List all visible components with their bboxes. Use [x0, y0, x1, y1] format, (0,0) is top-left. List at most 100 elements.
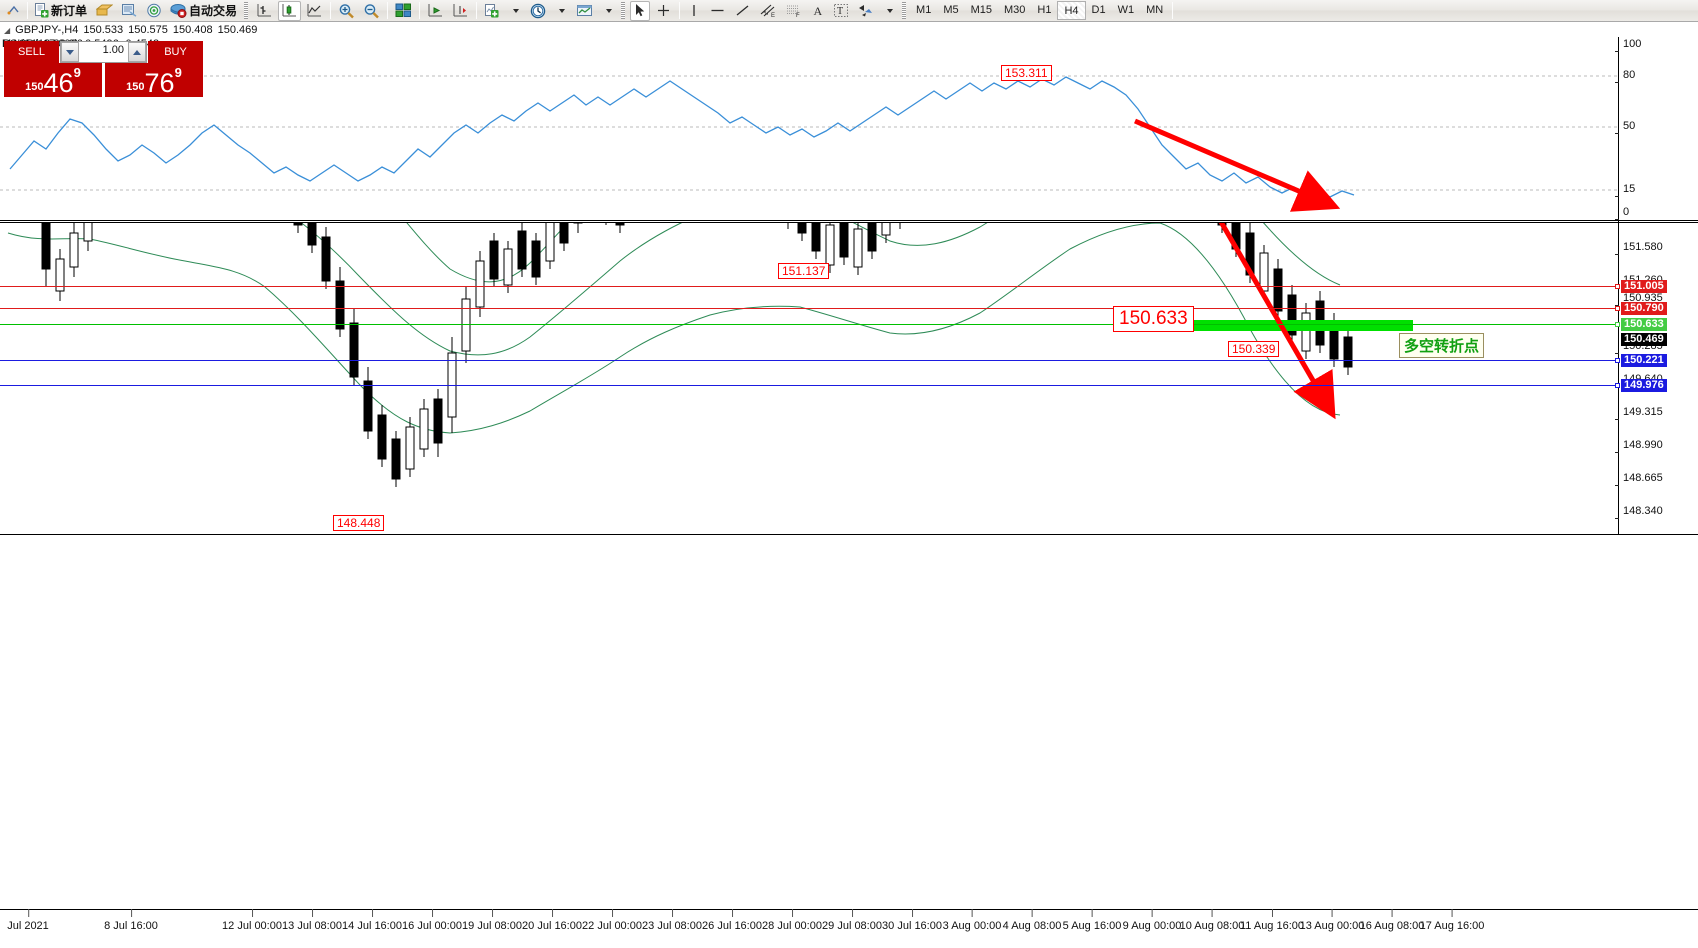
line-chart-icon[interactable]: [303, 1, 326, 21]
time-tick: 29 Jul 08:00: [822, 909, 882, 932]
annotation-150633[interactable]: 150.633: [1113, 306, 1194, 332]
horizontal-line-icon[interactable]: [706, 1, 729, 21]
buy-price-display[interactable]: 150 76 9: [105, 63, 203, 97]
time-tick: 17 Aug 16:00: [1419, 909, 1485, 932]
sell-price-fraction: 9: [73, 65, 81, 80]
timeframe-mn[interactable]: MN: [1146, 4, 1164, 16]
annotation-148448[interactable]: 148.448: [333, 515, 385, 531]
toolbar-divider-7: [1172, 2, 1174, 19]
svg-text:A: A: [814, 4, 823, 18]
timeframe-h1[interactable]: H1: [1037, 4, 1052, 16]
new-order-button[interactable]: 新订单: [32, 1, 91, 21]
arrows-dropdown-caret[interactable]: [879, 1, 899, 21]
price-chip-ask[interactable]: 151.005: [1615, 280, 1667, 293]
volume-field[interactable]: 1.00: [60, 41, 147, 63]
price-tick: 149.315: [1615, 406, 1663, 425]
time-tick: 30 Jul 16:00: [882, 909, 942, 932]
terminal-icon[interactable]: [93, 1, 116, 21]
price-tick: 150.935: [1615, 292, 1663, 311]
annotation-151137[interactable]: 151.137: [778, 263, 830, 279]
toolbar-expand-icon[interactable]: [3, 1, 23, 21]
time-tick: 22 Jul 00:00: [582, 909, 642, 932]
sell-button[interactable]: SELL: [4, 41, 59, 63]
text-label-icon[interactable]: A: [808, 1, 828, 21]
volume-value[interactable]: 1.00: [79, 42, 128, 62]
period-clock-icon[interactable]: [527, 1, 549, 21]
price-tick: 148.340: [1615, 505, 1663, 524]
toolbar-grip-3[interactable]: [902, 2, 907, 19]
price-chip-last[interactable]: 150.469: [1621, 333, 1667, 346]
level-line-150790: [0, 308, 1618, 309]
volume-decrement-button[interactable]: [61, 42, 79, 62]
indicators-icon[interactable]: [481, 1, 503, 21]
timeframe-m15[interactable]: M15: [970, 4, 992, 16]
timeframe-m30[interactable]: M30: [1004, 4, 1026, 16]
trade-panel-top-row: SELL 1.00 BUY: [4, 41, 203, 63]
arrows-icon[interactable]: [854, 1, 877, 21]
sell-price-main: 46: [43, 68, 74, 98]
price-chip-resistance[interactable]: 150.790: [1615, 302, 1667, 315]
templates-icon[interactable]: [573, 1, 596, 21]
zoom-out-icon[interactable]: [360, 1, 383, 21]
timeframe-m5[interactable]: M5: [943, 4, 959, 16]
rsi-tick: 80: [1614, 69, 1635, 88]
price-chip-support[interactable]: 149.976: [1615, 379, 1667, 392]
support-zone-marker: [1185, 320, 1413, 331]
time-tick: Jul 2021: [7, 909, 49, 932]
cursor-icon[interactable]: [630, 0, 651, 21]
new-order-label: 新订单: [51, 4, 88, 18]
time-axis[interactable]: Jul 2021 8 Jul 16:00 12 Jul 00:00 13 Jul…: [0, 909, 1698, 948]
sell-price-display[interactable]: 150 46 9: [4, 63, 102, 97]
toolbar-grip[interactable]: [244, 2, 249, 19]
rsi-pane[interactable]: RSI(14) 17.0066 100 80 50 15 0: [0, 37, 1698, 221]
rsi-plot-area[interactable]: [0, 37, 1618, 220]
time-tick: 5 Aug 16:00: [1062, 909, 1122, 932]
buy-price-main: 76: [144, 68, 175, 98]
zoom-in-icon[interactable]: [335, 1, 358, 21]
auto-scroll-icon[interactable]: [449, 1, 472, 21]
rsi-axis[interactable]: 100 80 50 15 0: [1614, 37, 1698, 220]
level-line-150221: [0, 360, 1618, 361]
timeframe-m1[interactable]: M1: [916, 4, 932, 16]
toolbar-grip-2[interactable]: [621, 2, 626, 19]
chart-minimize-icon[interactable]: ◢: [4, 25, 11, 35]
indicators-dropdown-caret[interactable]: [505, 1, 525, 21]
equidistant-channel-icon[interactable]: E: [756, 1, 780, 21]
level-line-150633: [0, 324, 1618, 325]
svg-text:T: T: [837, 6, 843, 17]
time-tick: 16 Aug 08:00: [1359, 909, 1425, 932]
bar-chart-icon[interactable]: [253, 1, 276, 21]
crosshair-icon[interactable]: [652, 1, 675, 21]
vertical-line-icon[interactable]: [684, 1, 704, 21]
time-tick: 16 Jul 00:00: [402, 909, 462, 932]
buy-price-fraction: 9: [174, 65, 182, 80]
tile-windows-icon[interactable]: [392, 1, 415, 21]
chart-container[interactable]: 153.525 153.200 152.880 152.555 152.230 …: [0, 37, 1698, 948]
candlestick-chart-icon[interactable]: [278, 0, 302, 21]
text-box-icon[interactable]: T: [830, 1, 852, 21]
timeframe-d1[interactable]: D1: [1091, 4, 1106, 16]
time-tick: 23 Jul 08:00: [642, 909, 702, 932]
shift-chart-icon[interactable]: [424, 1, 447, 21]
time-tick: 28 Jul 00:00: [762, 909, 822, 932]
annotation-153311[interactable]: 153.311: [1001, 65, 1052, 81]
timeframe-h4[interactable]: H4: [1057, 1, 1086, 20]
period-dropdown-caret[interactable]: [551, 1, 571, 21]
buy-button[interactable]: BUY: [148, 41, 203, 63]
annotation-turning-point[interactable]: 多空转折点: [1399, 333, 1485, 358]
fibonacci-icon[interactable]: F: [782, 1, 806, 21]
data-window-icon[interactable]: [118, 1, 141, 21]
navigator-icon[interactable]: [143, 1, 166, 21]
volume-increment-button[interactable]: [128, 42, 146, 62]
auto-trading-label: 自动交易: [189, 4, 238, 18]
rsi-tick: 15: [1614, 183, 1635, 202]
one-click-trading-panel[interactable]: SELL 1.00 BUY 150 46 9 150 76 9: [4, 41, 203, 97]
price-tick: 148.665: [1615, 472, 1663, 491]
timeframe-w1[interactable]: W1: [1117, 4, 1135, 16]
price-chip-bid[interactable]: 150.221: [1615, 354, 1667, 367]
trendline-icon[interactable]: [731, 1, 754, 21]
templates-dropdown-caret[interactable]: [598, 1, 618, 21]
annotation-150339[interactable]: 150.339: [1228, 341, 1280, 357]
price-chip-pivot[interactable]: 150.633: [1615, 318, 1667, 331]
auto-trading-button[interactable]: 自动交易: [168, 1, 241, 21]
